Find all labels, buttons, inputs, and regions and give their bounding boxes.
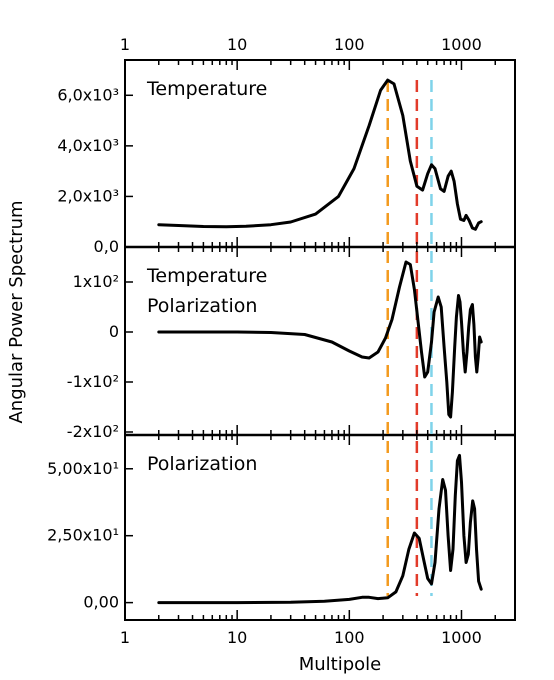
x-tick-label-bottom: 100 bbox=[334, 628, 365, 647]
curves bbox=[157, 78, 483, 605]
x-tick-label-top: 10 bbox=[227, 35, 247, 54]
x-tick-label-bottom: 10 bbox=[227, 628, 247, 647]
y-tick-label: 2,0x10³ bbox=[57, 186, 119, 205]
panel-2-title: Temperature bbox=[146, 265, 267, 287]
panel-titles: Temperature Temperature Polarization Polari… bbox=[146, 78, 267, 475]
y-axis-title: Angular Power Spectrum bbox=[6, 200, 27, 423]
x-tick-label-top: 1 bbox=[120, 35, 130, 54]
y-tick-label: -2x10² bbox=[67, 422, 119, 441]
x-tick-label-bottom: 1000 bbox=[441, 628, 482, 647]
panel-2-curve bbox=[157, 260, 483, 419]
y-tick-label: 4,0x10³ bbox=[57, 136, 119, 155]
panel-3-curve bbox=[157, 453, 483, 605]
y-tick-label: 2,50x10¹ bbox=[47, 526, 119, 545]
plot-frame bbox=[124, 59, 516, 621]
panel-2-title: Polarization bbox=[147, 295, 257, 317]
y-tick-label: 1x10² bbox=[73, 272, 119, 291]
x-tick-label-top: 100 bbox=[334, 35, 365, 54]
y-tick-label: 6,0x10³ bbox=[57, 85, 119, 104]
panel-1-title: Temperature bbox=[146, 78, 267, 100]
tick-labels: 1 1 10 10 100 100 1000 1000 0,0 2,0x10³ 4,0x10³ 6,0… bbox=[47, 35, 482, 647]
panel-1-curve bbox=[157, 78, 483, 231]
x-tick-label-top: 1000 bbox=[441, 35, 482, 54]
y-tick-label: 0 bbox=[109, 322, 119, 341]
x-tick-label-bottom: 1 bbox=[120, 628, 130, 647]
x-axis-title: Multipole bbox=[299, 654, 382, 675]
panel-3-title: Polarization bbox=[147, 453, 257, 475]
y-tick-label: 0,0 bbox=[94, 237, 119, 256]
y-tick-label: 0,00 bbox=[83, 593, 119, 612]
y-tick-label: 5,00x10¹ bbox=[47, 459, 119, 478]
y-tick-label: -1x10² bbox=[67, 372, 119, 391]
tick-marks bbox=[124, 60, 516, 620]
